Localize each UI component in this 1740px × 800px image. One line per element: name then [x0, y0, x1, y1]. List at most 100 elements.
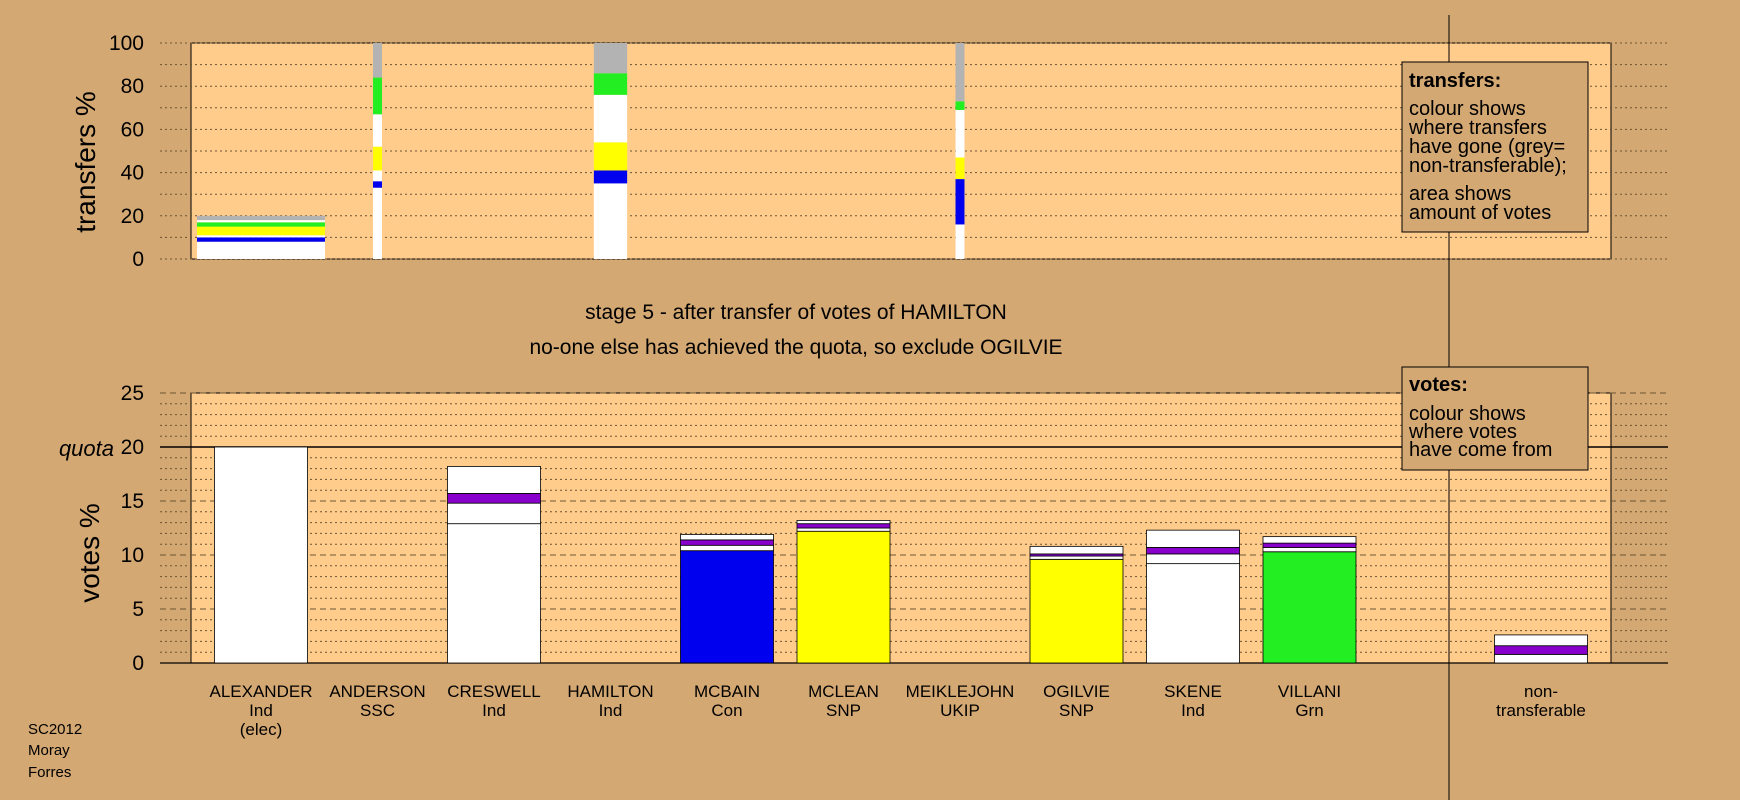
- legend-transfers-box: [1401, 61, 1589, 233]
- candidate-party-label: SSC: [360, 701, 395, 720]
- candidate-name-label: HAMILTON: [567, 682, 653, 701]
- vote-bar-segment: [214, 446, 308, 664]
- transfer-bar-segment: [593, 94, 628, 143]
- non-transferable-label: transferable: [1496, 701, 1586, 720]
- transfer-bar-segment: [373, 114, 382, 147]
- vote-bar-segment: [1262, 542, 1357, 548]
- legend-transfers-line: have gone (grey=: [1409, 136, 1565, 158]
- vote-bar-segment: [1146, 563, 1240, 664]
- legend-transfers-line: amount of votes: [1409, 202, 1551, 224]
- candidate-name-label: VILLANI: [1278, 682, 1341, 701]
- vote-bar-segment: [1146, 553, 1240, 565]
- transfer-bar-segment: [593, 73, 628, 95]
- votes-y-tick-label: 10: [121, 544, 144, 567]
- transfers-chart: 0 20 40 60 80 100: [109, 32, 1668, 271]
- stage-description: stage 5 - after transfer of votes of HAM…: [585, 301, 1007, 324]
- vote-bar-segment: [447, 502, 541, 525]
- candidate-status-label: (elec): [240, 720, 283, 739]
- candidate-party-label: SNP: [826, 701, 861, 720]
- votes-y-tick-label: 15: [121, 490, 144, 513]
- transfer-bar-segment: [593, 183, 628, 259]
- candidate-party-label: SNP: [1059, 701, 1094, 720]
- candidate-party-label: Ind: [1181, 701, 1205, 720]
- council-label: Moray: [28, 742, 70, 759]
- transfer-bar-segment: [373, 77, 382, 115]
- transfers-y-axis-label: transfers %: [70, 91, 101, 233]
- legend-votes: votes: colour shows where votes have com…: [1401, 366, 1589, 471]
- election-year-label: SC2012: [28, 721, 82, 738]
- transfer-bar-segment: [955, 224, 965, 259]
- transfer-bar-segment: [373, 181, 382, 188]
- legend-transfers-line: where transfers: [1408, 117, 1547, 139]
- transfers-y-tick-label: 40: [121, 162, 144, 185]
- transfer-bar-segment: [197, 237, 325, 242]
- vote-bar-segment: [680, 539, 774, 546]
- candidate-name-label: ANDERSON: [329, 682, 425, 701]
- legend-transfers-line: area shows: [1409, 183, 1511, 205]
- legend-votes-line: colour shows: [1409, 403, 1526, 425]
- legend-votes-title: votes:: [1409, 374, 1468, 396]
- legend-transfers: transfers: colour shows where transfers …: [1401, 61, 1589, 233]
- transfers-y-tick-label: 20: [121, 205, 144, 228]
- legend-transfers-line: colour shows: [1409, 98, 1526, 120]
- transfer-bar-segment: [197, 222, 325, 227]
- transfer-bar-segment: [955, 43, 965, 102]
- vote-bar-segment: [1146, 547, 1240, 555]
- candidate-name-label: OGILVIE: [1043, 682, 1110, 701]
- candidate-party-label: Ind: [482, 701, 506, 720]
- transfer-bar-segment: [197, 226, 325, 236]
- vote-bar-segment: [447, 493, 541, 504]
- vote-bar-segment: [1262, 536, 1357, 544]
- transfers-y-tick-label: 100: [109, 32, 144, 55]
- vote-bar-segment: [796, 530, 891, 664]
- votes-plot-area: [190, 392, 1612, 664]
- vote-bar-segment: [796, 527, 891, 532]
- vote-bar-segment: [680, 550, 774, 664]
- transfer-bar-segment: [955, 179, 965, 225]
- legend-votes-box: [1401, 366, 1589, 471]
- vote-bar-segment: [796, 523, 891, 529]
- transfer-bar-segment: [197, 235, 325, 238]
- ward-label: Forres: [28, 764, 71, 781]
- vote-bar-segment: [1029, 558, 1124, 664]
- votes-y-axis-label: votes %: [74, 503, 105, 603]
- vote-bar-segment: [1494, 645, 1588, 655]
- legend-votes-line: have come from: [1409, 439, 1552, 461]
- transfer-bar-segment: [593, 170, 628, 184]
- candidate-name-label: MEIKLEJOHN: [906, 682, 1015, 701]
- candidate-name-label: MCBAIN: [694, 682, 760, 701]
- transfers-y-tick-label: 0: [132, 248, 144, 271]
- transfer-bar-segment: [197, 241, 325, 259]
- candidate-name-label: ALEXANDER: [210, 682, 313, 701]
- quota-label: quota: [59, 436, 114, 461]
- transfer-bar-segment: [197, 220, 325, 223]
- candidate-name-label: MCLEAN: [808, 682, 879, 701]
- candidate-name-label: CRESWELL: [447, 682, 541, 701]
- candidate-party-label: UKIP: [940, 701, 980, 720]
- candidate-party-label: Grn: [1295, 701, 1323, 720]
- transfer-bar-segment: [955, 109, 965, 158]
- transfer-bar-segment: [197, 215, 325, 221]
- vote-bar-segment: [1146, 529, 1240, 548]
- legend-votes-line: where votes: [1408, 421, 1517, 443]
- transfer-bar-segment: [593, 142, 628, 171]
- vote-bar-segment: [1029, 545, 1124, 555]
- transfer-bar-segment: [373, 146, 382, 171]
- vote-bar-segment: [1262, 551, 1357, 664]
- vote-bar-segment: [1494, 634, 1588, 647]
- transfers-y-tick-label: 60: [121, 118, 144, 141]
- vote-bar-segment: [1262, 547, 1357, 553]
- legend-transfers-line: non-transferable);: [1409, 155, 1567, 177]
- votes-y-tick-label: 25: [121, 382, 144, 405]
- candidate-name-label: SKENE: [1164, 682, 1222, 701]
- votes-chart: 0510152025ALEXANDERInd(elec)ANDERSONSSCC…: [121, 382, 1668, 739]
- non-transferable-label: non-: [1524, 682, 1558, 701]
- vote-bar-segment: [447, 466, 541, 494]
- transfer-bar-segment: [373, 43, 382, 78]
- vote-bar-segment: [447, 523, 541, 664]
- stage-action: no-one else has achieved the quota, so e…: [529, 336, 1062, 359]
- legend-transfers-title: transfers:: [1409, 70, 1501, 92]
- transfers-y-tick-label: 80: [121, 75, 144, 98]
- candidate-party-label: Con: [711, 701, 742, 720]
